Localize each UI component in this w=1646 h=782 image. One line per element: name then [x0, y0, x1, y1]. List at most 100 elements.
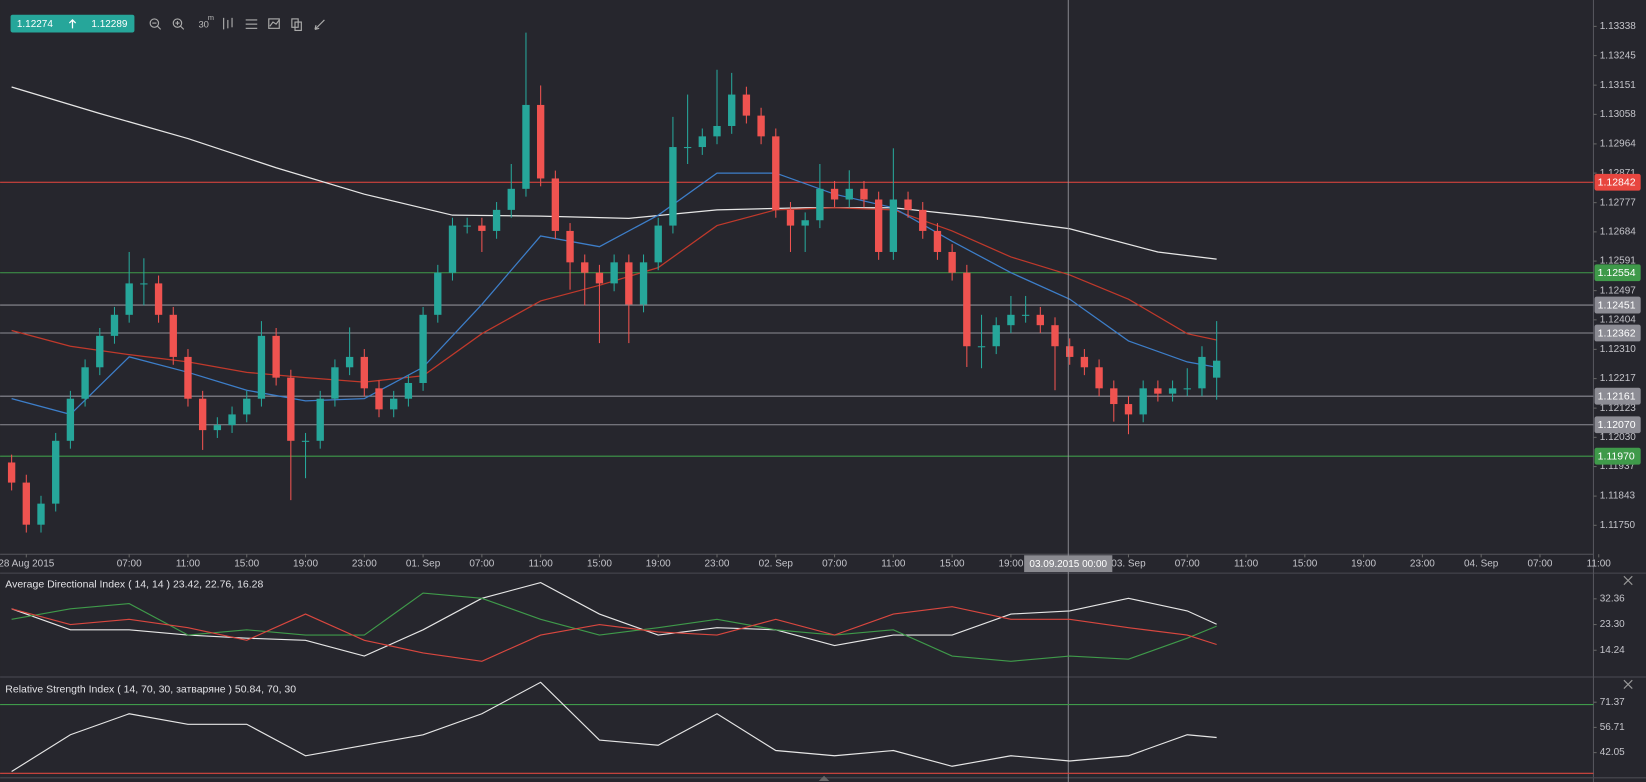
- candle-body: [654, 225, 662, 263]
- indicator-line: [11, 606, 1217, 662]
- y-tick-label: 1.11937: [1600, 461, 1636, 472]
- candle-body: [110, 314, 119, 336]
- x-tick-label: 11:00: [881, 558, 906, 569]
- y-tick-label: 1.13338: [1600, 21, 1636, 32]
- candle-body: [977, 346, 986, 348]
- level-label: 1.12070: [1598, 420, 1636, 431]
- candle-body: [1051, 325, 1059, 347]
- candle-body: [7, 462, 16, 483]
- y-tick-label: 1.12964: [1600, 139, 1636, 150]
- x-tick-label: 23:00: [705, 558, 730, 569]
- candle-body: [213, 425, 222, 431]
- candle-body: [375, 388, 383, 410]
- candle-body: [551, 178, 560, 231]
- x-tick-label: 11:00: [529, 558, 554, 569]
- candle-body: [434, 272, 442, 315]
- candle-body: [316, 398, 324, 441]
- candle-body: [169, 314, 177, 357]
- candle-body: [360, 356, 368, 389]
- level-label-box: [1594, 296, 1641, 314]
- candle-body: [272, 335, 280, 378]
- timeframe[interactable]: 30 m: [198, 13, 214, 31]
- level-label: 1.12362: [1598, 328, 1636, 339]
- templates[interactable]: [291, 18, 302, 32]
- indicator-line: [11, 681, 1217, 772]
- candle-body: [1036, 314, 1044, 326]
- candle-body: [243, 398, 251, 415]
- candle-body: [948, 251, 956, 273]
- level-label: 1.12554: [1598, 268, 1636, 279]
- level-label: 1.12842: [1598, 178, 1636, 189]
- y-tick-label: 1.12777: [1600, 197, 1636, 208]
- ticker[interactable]: 1.12274 1.12289: [10, 14, 135, 33]
- zoom-in[interactable]: [172, 18, 185, 30]
- candle-body: [1066, 346, 1074, 357]
- level-label: 1.12161: [1598, 391, 1636, 402]
- candle-body: [1124, 404, 1133, 415]
- x-tick-label: 23:00: [352, 558, 377, 569]
- bid-price: 1.12274: [17, 19, 53, 30]
- y-tick-label: 1.12217: [1600, 373, 1636, 384]
- candle-body: [639, 262, 648, 305]
- timeframe-value: 30: [198, 20, 209, 31]
- candle-body: [22, 482, 30, 525]
- x-tick-label: 07:00: [1527, 558, 1552, 569]
- x-tick-label: 15:00: [940, 558, 965, 569]
- y-tick-label: 1.13058: [1600, 109, 1636, 120]
- candle-body: [52, 440, 60, 504]
- y-tick-label: 1.13151: [1600, 80, 1636, 91]
- candle-body: [1080, 356, 1089, 368]
- y-tick-label: 1.12871: [1600, 168, 1636, 179]
- candle-body: [404, 382, 413, 399]
- candle-body: [830, 188, 839, 200]
- x-tick-label: 15:00: [587, 558, 612, 569]
- candle-body: [1212, 360, 1221, 378]
- y-tick-label: 1.12404: [1600, 314, 1636, 325]
- y-tick-label: 1.12123: [1600, 403, 1636, 414]
- panel-title: Average Directional Index ( 14, 14 ) 23.…: [5, 579, 263, 590]
- candle-body: [786, 209, 795, 226]
- y-tick-label: 1.12591: [1600, 256, 1636, 267]
- toolbar: 30 m: [149, 13, 325, 32]
- chart-type[interactable]: [223, 17, 233, 30]
- compare[interactable]: [268, 18, 280, 29]
- x-tick-label: 07:00: [117, 558, 142, 569]
- x-tick-label: 02. Sep: [759, 558, 794, 569]
- panel-title: Relative Strength Index ( 14, 70, 30, за…: [5, 684, 296, 695]
- candle-body: [96, 335, 104, 368]
- x-tick-label: 23:00: [1410, 558, 1435, 569]
- level-label-box: [1594, 447, 1641, 465]
- x-tick-label: 11:00: [176, 558, 201, 569]
- level-label-box: [1594, 416, 1641, 434]
- candle-body: [448, 225, 457, 273]
- candle-body: [390, 398, 398, 410]
- candle-body: [816, 188, 824, 221]
- candle-body: [463, 225, 471, 227]
- up-arrow: [68, 19, 77, 29]
- moving-average: [11, 172, 1217, 416]
- candle-body: [566, 230, 574, 263]
- level-label-box: [1594, 387, 1641, 405]
- candle-body: [198, 398, 207, 431]
- candle-body: [1095, 367, 1103, 389]
- x-tick-label: 11:00: [1234, 558, 1259, 569]
- candle-body: [933, 230, 942, 252]
- crosshair-label: 03.09.2015 00:00: [1029, 559, 1107, 570]
- y-tick-label: 42.05: [1600, 747, 1625, 758]
- x-tick-label: 07:00: [469, 558, 494, 569]
- y-tick-label: 32.36: [1600, 593, 1625, 604]
- candle-body: [81, 367, 89, 399]
- y-tick-label: 1.12310: [1600, 344, 1636, 355]
- candle-body: [1168, 388, 1177, 394]
- y-tick-label: 71.37: [1600, 697, 1625, 708]
- indicators[interactable]: [245, 19, 258, 29]
- drawing[interactable]: [314, 19, 325, 30]
- resize-handle[interactable]: [818, 775, 830, 781]
- zoom-out[interactable]: [149, 18, 162, 30]
- candle-body: [125, 283, 133, 315]
- close-rsi[interactable]: [1623, 679, 1633, 689]
- close-adx[interactable]: [1623, 575, 1633, 586]
- candle-body: [228, 414, 236, 426]
- y-tick-label: 1.11750: [1600, 520, 1636, 531]
